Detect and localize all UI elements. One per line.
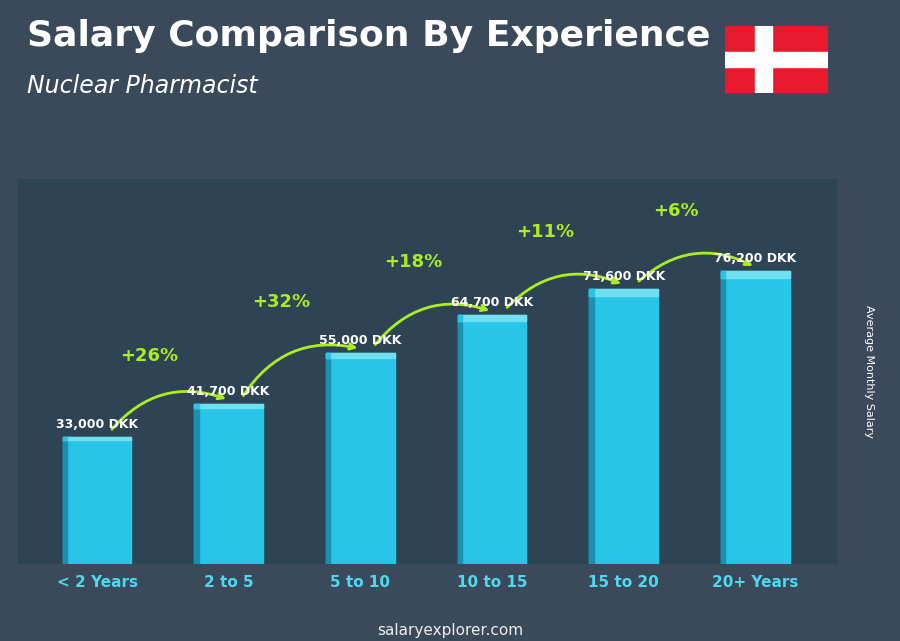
Bar	[458, 315, 462, 564]
Bar	[721, 271, 789, 278]
Text: 41,700 DKK: 41,700 DKK	[187, 385, 270, 398]
Bar	[755, 26, 772, 93]
Bar	[63, 437, 131, 564]
Bar	[458, 315, 462, 322]
Bar	[63, 437, 67, 564]
Bar	[721, 271, 789, 564]
Bar	[194, 404, 199, 564]
Text: +26%: +26%	[121, 347, 179, 365]
Text: +32%: +32%	[252, 293, 310, 311]
Bar	[326, 353, 394, 564]
Bar	[458, 315, 526, 564]
Text: salaryexplorer.com: salaryexplorer.com	[377, 623, 523, 638]
Text: +11%: +11%	[516, 223, 574, 241]
Bar	[326, 353, 330, 564]
Bar	[721, 271, 725, 278]
Text: 76,200 DKK: 76,200 DKK	[715, 253, 796, 265]
Bar	[326, 353, 394, 358]
Bar	[590, 288, 658, 296]
Bar	[724, 52, 828, 67]
Text: 64,700 DKK: 64,700 DKK	[451, 297, 533, 310]
Text: 33,000 DKK: 33,000 DKK	[56, 419, 138, 431]
Text: +18%: +18%	[384, 253, 442, 271]
Bar	[458, 315, 526, 322]
Bar	[194, 404, 263, 564]
Text: Average Monthly Salary: Average Monthly Salary	[863, 305, 874, 438]
Bar	[63, 437, 67, 440]
FancyBboxPatch shape	[723, 24, 830, 95]
Bar	[721, 271, 725, 564]
Bar	[194, 404, 199, 408]
Bar	[590, 288, 594, 296]
Text: Salary Comparison By Experience: Salary Comparison By Experience	[27, 19, 710, 53]
Bar	[194, 404, 263, 408]
Bar	[590, 288, 594, 564]
Bar	[326, 353, 330, 358]
Text: +6%: +6%	[653, 203, 699, 221]
Text: 71,600 DKK: 71,600 DKK	[582, 270, 665, 283]
Text: Nuclear Pharmacist: Nuclear Pharmacist	[27, 74, 257, 97]
Text: 55,000 DKK: 55,000 DKK	[320, 334, 401, 347]
Bar	[590, 288, 658, 564]
Bar	[63, 437, 131, 440]
